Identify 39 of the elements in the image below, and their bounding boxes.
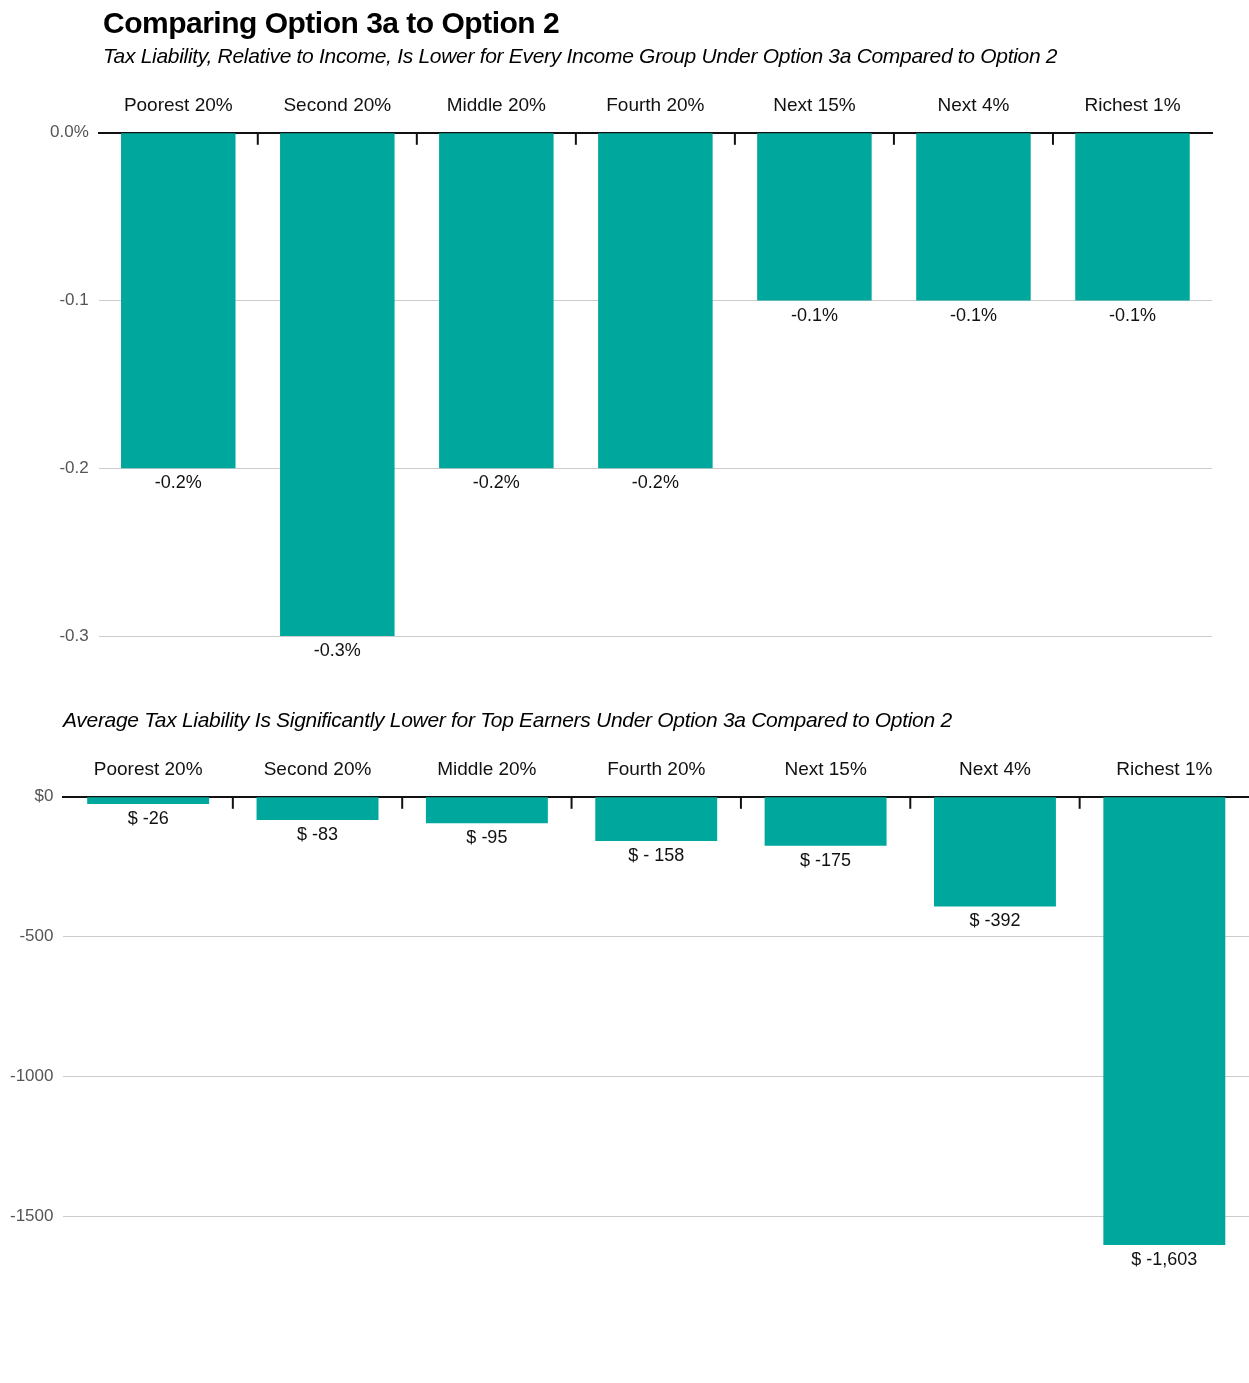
x-tick-label: Next 4% bbox=[937, 93, 1010, 115]
chart-subtitle: Tax Liability, Relative to Income, Is Lower for Every Income Group Under Option 3a Compared to Option 2 bbox=[102, 43, 1059, 68]
y-tick-label: $0 bbox=[34, 786, 54, 806]
x-tick-label: Middle 20% bbox=[446, 93, 547, 115]
data-label: -0.2% bbox=[472, 472, 520, 493]
y-tick-label: -500 bbox=[19, 926, 54, 946]
data-label: $ -83 bbox=[297, 823, 339, 844]
data-label: $ -26 bbox=[127, 808, 169, 829]
chart-subtitle: Average Tax Liability Is Significantly Lower for Top Earners Under Option 3a Compared to Option 2 bbox=[61, 707, 953, 732]
y-tick-label: -0.3 bbox=[59, 625, 89, 645]
x-tick-label: Poorest 20% bbox=[123, 93, 233, 115]
y-tick-label: -0.2 bbox=[59, 457, 89, 477]
data-label: -0.1% bbox=[949, 304, 997, 325]
data-label: -0.2% bbox=[631, 472, 679, 493]
chart-title: Comparing Option 3a to Option 2 bbox=[102, 5, 561, 40]
x-tick-label: Middle 20% bbox=[437, 757, 537, 779]
data-label: $ - 158 bbox=[628, 844, 685, 865]
x-tick-label: Fourth 20% bbox=[606, 93, 705, 115]
y-tick-label: -1500 bbox=[10, 1205, 54, 1225]
x-tick-label: Second 20% bbox=[283, 93, 392, 115]
x-tick-label: Poorest 20% bbox=[93, 757, 203, 779]
x-tick-label: Richest 1% bbox=[1084, 93, 1181, 115]
x-tick-label: Richest 1% bbox=[1116, 757, 1213, 779]
data-label: $ -95 bbox=[466, 827, 508, 848]
data-label: $ -392 bbox=[969, 910, 1021, 931]
x-tick-label: Next 4% bbox=[959, 757, 1031, 779]
x-tick-label: Next 15% bbox=[773, 93, 856, 115]
x-tick-label: Next 15% bbox=[784, 757, 867, 779]
x-tick-label: Second 20% bbox=[263, 757, 372, 779]
data-label: -0.3% bbox=[313, 639, 361, 660]
data-label: $ -1,603 bbox=[1131, 1248, 1198, 1269]
data-label: $ -175 bbox=[800, 849, 852, 870]
y-tick-label: -1000 bbox=[10, 1066, 54, 1086]
y-tick-label: 0.0% bbox=[50, 122, 89, 142]
x-tick-label: Fourth 20% bbox=[607, 757, 706, 779]
data-label: -0.1% bbox=[790, 304, 838, 325]
data-label: -0.2% bbox=[154, 472, 202, 493]
data-label: -0.1% bbox=[1108, 304, 1156, 325]
y-tick-label: -0.1 bbox=[59, 290, 89, 310]
